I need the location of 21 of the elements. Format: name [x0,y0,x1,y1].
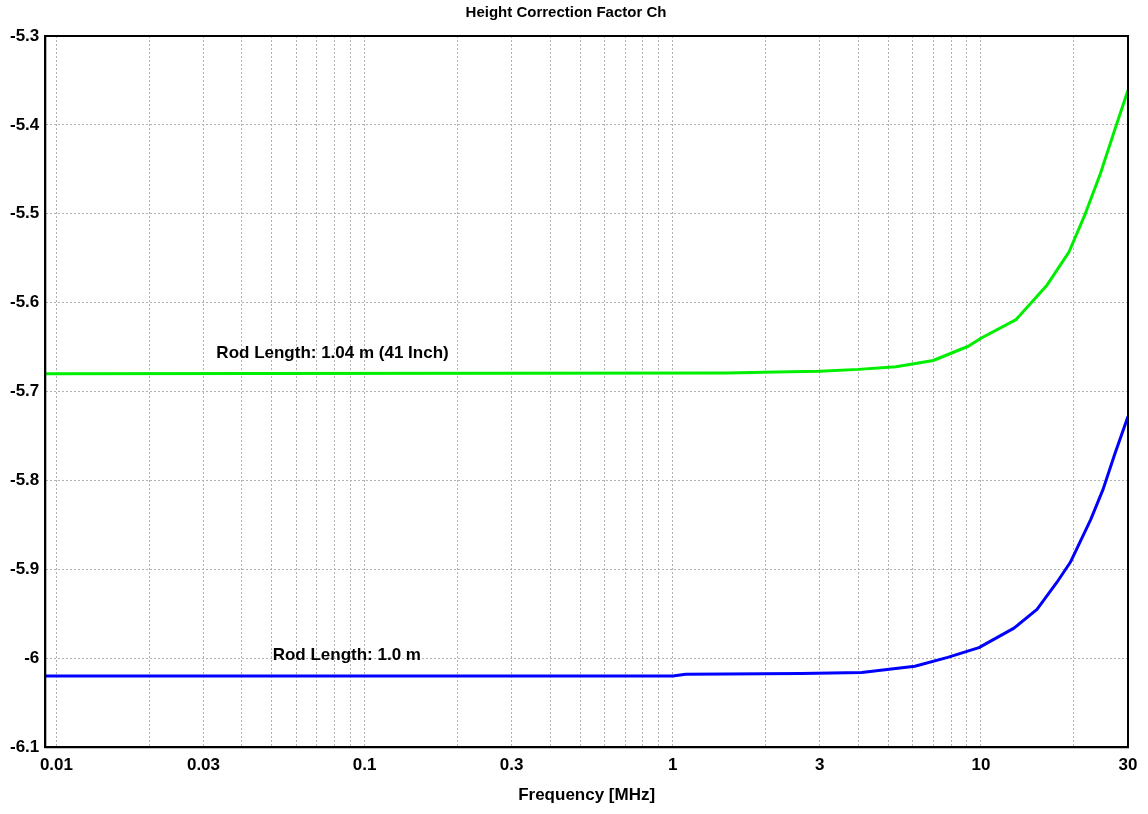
x-tick-label: 3 [815,755,825,775]
x-tick-label: 30 [1118,755,1138,775]
x-tick-label: 10 [971,755,991,775]
y-tick-label: -5.8 [10,470,40,490]
x-tick-label: 0.1 [352,755,377,775]
y-tick-label: -6.1 [10,736,40,756]
y-tick-label: -5.6 [10,292,40,312]
series-label: Rod Length: 1.0 m [272,645,421,665]
x-tick-label: 0.03 [186,755,221,775]
y-tick-label: -5.4 [10,114,40,134]
x-tick-label: 0.3 [499,755,524,775]
y-tick-label: -5.5 [10,203,40,223]
y-tick-label: -6 [24,647,40,667]
y-tick-label: -5.7 [10,381,40,401]
y-tick-label: -5.9 [10,559,40,579]
x-axis-title: Frequency [MHz] [518,785,656,805]
chart-title: Height Correction Factor Ch [465,3,667,21]
x-tick-label: 0.01 [39,755,73,775]
y-tick-label: -5.3 [10,25,40,45]
series-label: Rod Length: 1.04 m (41 Inch) [216,343,449,363]
x-tick-label: 1 [668,755,678,775]
